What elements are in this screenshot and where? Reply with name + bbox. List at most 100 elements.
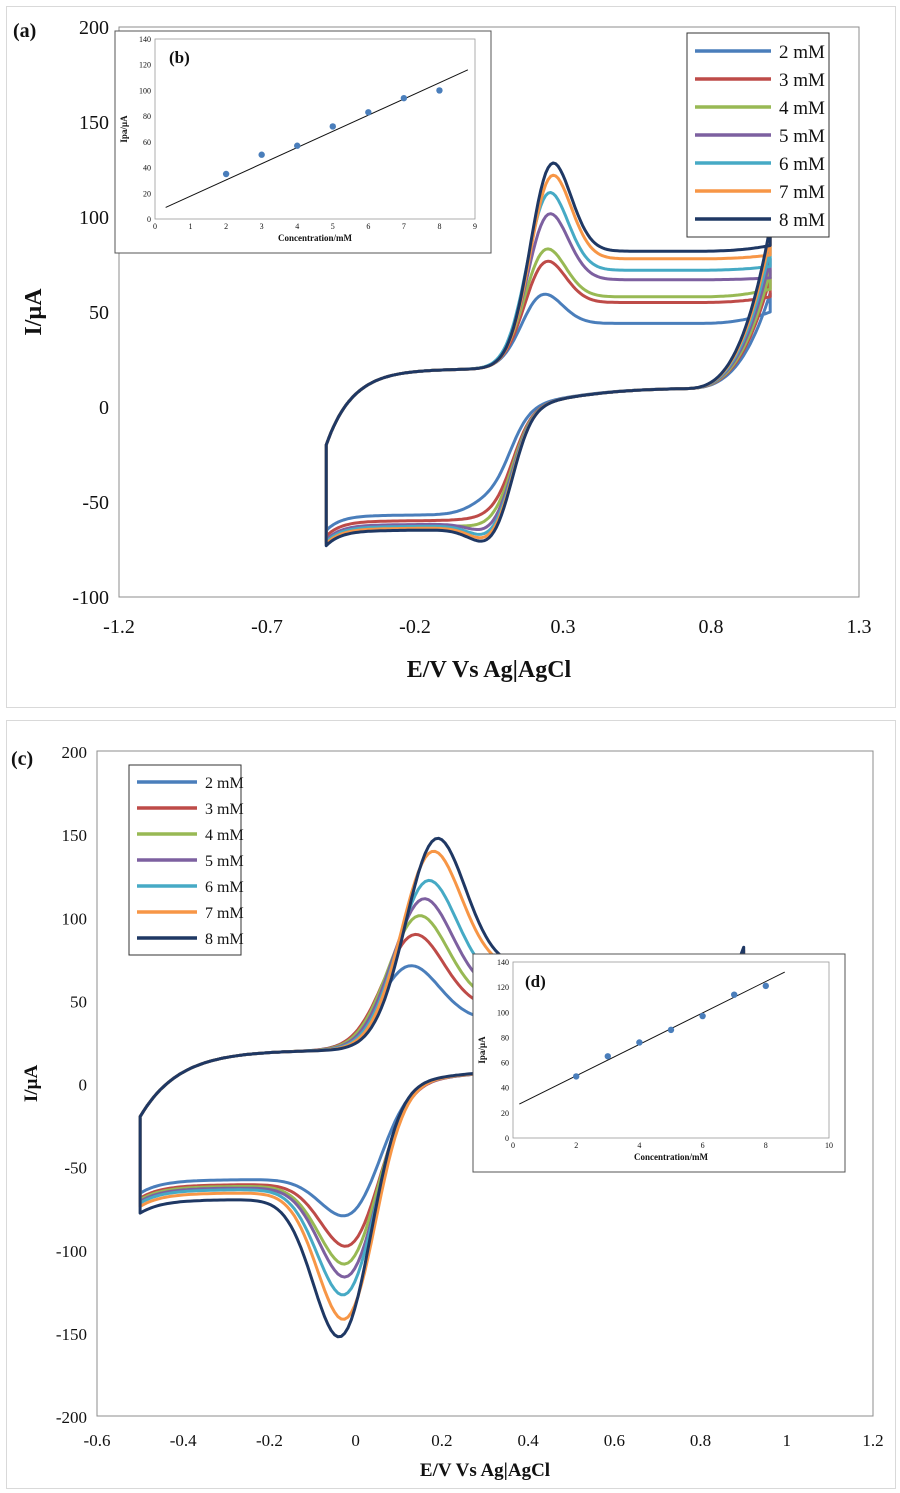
inset-x-tick: 1 <box>189 222 193 231</box>
legend-label: 4 mM <box>205 827 244 844</box>
legend-label: 2 mM <box>205 775 244 792</box>
x-tick-label: 0.8 <box>690 1431 711 1450</box>
inset-x-title: Concentration/mM <box>634 1152 708 1162</box>
inset-x-title: Concentration/mM <box>278 233 352 243</box>
cv-chart-a: -1.2 -0.7 -0.2 0.3 0.8 1.3-100-50050100150200… <box>13 17 872 683</box>
inset-x-tick: 0 <box>511 1141 515 1150</box>
legend-label: 6 mM <box>779 154 825 175</box>
inset-x-tick: 6 <box>366 222 370 231</box>
x-tick-label: -1.2 <box>103 616 135 638</box>
legend-label: 5 mM <box>205 853 244 870</box>
inset-data-point <box>636 1039 643 1046</box>
inset-data-point <box>400 94 408 102</box>
inset-data-point <box>762 982 769 990</box>
legend-label: 4 mM <box>779 98 825 119</box>
cv-chart-c: -0.6 -0.4 -0.2 0 0.2 0.4 0.6 0.8 1 1.2 -200 -150 -10… <box>11 743 884 1481</box>
inset-y-tick: 140 <box>139 35 151 44</box>
legend-label: 3 mM <box>779 70 825 91</box>
x-tick-label: 0.3 <box>551 616 576 638</box>
y-axis-title: I/µA <box>21 1065 42 1103</box>
y-tick-label: -50 <box>82 492 109 514</box>
x-tick-label: 1 <box>783 1431 792 1450</box>
y-tick-label: -150 <box>56 1325 87 1344</box>
inset-data-point <box>365 109 372 116</box>
inset-y-tick: 80 <box>143 112 151 121</box>
x-axis-title: E/V Vs Ag|AgCl <box>407 657 572 683</box>
legend-label: 5 mM <box>779 126 825 147</box>
y-tick-label: -100 <box>72 587 109 609</box>
inset-x-tick: 9 <box>473 222 477 231</box>
inset-x-tick: 6 <box>701 1141 705 1150</box>
panel-label: (a) <box>13 20 36 42</box>
inset-y-tick: 140 <box>497 958 509 967</box>
figure-panel-bottom: -0.6 -0.4 -0.2 0 0.2 0.4 0.6 0.8 1 1.2 -200 -150 -10… <box>6 720 896 1489</box>
inset-plot-area <box>512 961 830 1139</box>
inset-data-point <box>604 1053 611 1060</box>
y-tick-label: -200 <box>56 1408 87 1427</box>
inset-y-tick: 120 <box>139 61 151 70</box>
x-tick-label: 1.2 <box>862 1431 883 1450</box>
inset-x-tick: 0 <box>153 222 157 231</box>
x-tick-label: 1.3 <box>847 616 872 638</box>
inset-y-tick: 0 <box>505 1134 509 1143</box>
inset-y-tick: 100 <box>139 86 151 95</box>
x-tick-label: -0.6 <box>84 1431 111 1450</box>
y-tick-label: 50 <box>70 992 87 1011</box>
inset-panel-label: (d) <box>525 972 546 991</box>
inset-fit-line <box>165 69 469 208</box>
inset-x-tick: 4 <box>295 222 299 231</box>
inset-y-tick: 0 <box>147 215 151 224</box>
x-axis-title: E/V Vs Ag|AgCl <box>420 1460 550 1481</box>
inset-y-tick: 40 <box>143 164 151 173</box>
inset-x-tick: 8 <box>764 1141 768 1150</box>
inset-x-tick: 5 <box>331 222 335 231</box>
x-tick-label: 0.4 <box>517 1431 539 1450</box>
inset-frame <box>472 953 846 1173</box>
inset-y-tick: 20 <box>501 1109 509 1118</box>
inset-y-tick: 40 <box>501 1084 509 1093</box>
inset-data-point <box>329 123 336 130</box>
y-tick-label: 200 <box>79 17 109 39</box>
y-tick-label: 50 <box>89 302 109 324</box>
cv-curve-4-mm <box>324 247 772 544</box>
inset-x-tick: 2 <box>574 1141 578 1150</box>
y-tick-label: 100 <box>79 207 109 229</box>
panel-label: (c) <box>11 748 33 770</box>
x-tick-label: 0.2 <box>431 1431 452 1450</box>
legend-label: 3 mM <box>205 801 244 818</box>
x-tick-label: 0.6 <box>604 1431 625 1450</box>
inset-x-tick: 7 <box>402 222 406 231</box>
x-tick-label: 0.8 <box>699 616 724 638</box>
x-tick-label: -0.7 <box>251 616 283 638</box>
y-tick-label: -100 <box>56 1242 87 1261</box>
y-tick-label: 100 <box>62 909 88 928</box>
inset-data-point <box>294 142 301 149</box>
inset-x-tick: 3 <box>260 222 264 231</box>
inset-y-tick: 80 <box>501 1033 509 1042</box>
figure-panel-top: -1.2 -0.7 -0.2 0.3 0.8 1.3 -100 -50 0 50 100 150 200… <box>6 6 896 708</box>
plot-area <box>118 26 860 598</box>
y-tick-label: 150 <box>79 112 109 134</box>
inset-y-title: Ipa/µA <box>477 1036 487 1064</box>
legend-label: 2 mM <box>779 42 825 63</box>
inset-y-tick: 100 <box>497 1008 509 1017</box>
inset-y-title: Ipa/µA <box>119 115 129 143</box>
inset-x-tick: 2 <box>224 222 228 231</box>
cv-curve-8-mm <box>138 836 746 1339</box>
y-tick-label: 150 <box>62 826 88 845</box>
inset-data-point <box>731 991 738 998</box>
inset-fit-line <box>519 971 785 1105</box>
inset-x-tick: 8 <box>437 222 441 231</box>
inset-y-tick: 20 <box>143 189 151 198</box>
inset-data-point <box>258 151 265 158</box>
inset-data-point <box>222 170 230 178</box>
x-tick-label: 0 <box>351 1431 360 1450</box>
inset-data-point <box>699 1012 706 1020</box>
legend-label: 8 mM <box>779 210 825 231</box>
inset-frame <box>114 30 492 254</box>
y-tick-label: 0 <box>99 397 109 419</box>
legend-label: 7 mM <box>779 182 825 203</box>
inset-x-tick: 10 <box>825 1141 833 1150</box>
inset-plot-area <box>154 38 476 220</box>
inset-data-point <box>436 87 443 94</box>
